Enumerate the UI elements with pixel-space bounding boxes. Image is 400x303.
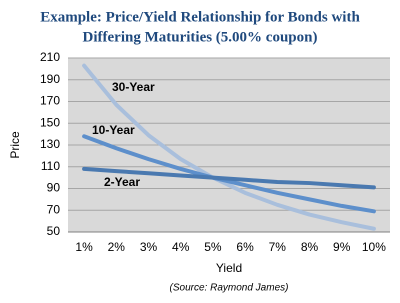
series-label: 30-Year (112, 80, 155, 94)
x-tick-label: 3% (140, 240, 158, 254)
series-line (82, 63, 376, 231)
chart-title: Differing Maturities (5.00% coupon) (83, 29, 318, 45)
y-tick-label: 190 (40, 72, 60, 86)
x-tick-label: 1% (75, 240, 93, 254)
x-tick-label: 9% (333, 240, 351, 254)
series-line (82, 166, 376, 190)
x-tick-label: 2% (108, 240, 126, 254)
x-tick-label: 7% (269, 240, 287, 254)
series-label: 2-Year (104, 175, 140, 189)
chart-title: Example: Price/Yield Relationship for Bo… (40, 9, 360, 25)
y-tick-label: 150 (40, 115, 60, 129)
x-tick-label: 8% (301, 240, 319, 254)
x-axis-label: Yield (216, 261, 242, 275)
y-tick-label: 50 (47, 224, 61, 238)
y-tick-label: 70 (47, 202, 61, 216)
x-tick-label: 4% (172, 240, 190, 254)
y-tick-label: 130 (40, 137, 60, 151)
x-tick-label: 6% (236, 240, 254, 254)
y-tick-label: 170 (40, 94, 60, 108)
y-tick-label: 90 (47, 181, 61, 195)
x-tick-label: 10% (362, 240, 386, 254)
source: (Source: Raymond James) (170, 283, 289, 294)
y-axis-label: Price (8, 131, 22, 159)
series-line (82, 134, 376, 214)
y-tick-label: 210 (40, 50, 60, 64)
y-tick-label: 110 (41, 159, 60, 173)
series-label: 10-Year (92, 123, 135, 137)
x-tick-label: 5% (204, 240, 222, 254)
